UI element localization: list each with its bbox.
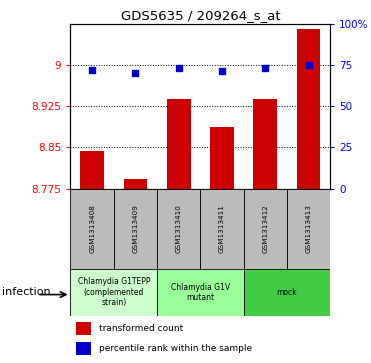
Text: GSM1313410: GSM1313410 (176, 204, 182, 253)
Bar (157, 269, 244, 316)
Bar (70, 189, 114, 269)
Bar (124, 179, 147, 189)
Bar (244, 189, 287, 269)
Text: percentile rank within the sample: percentile rank within the sample (99, 344, 252, 353)
Bar (253, 99, 277, 189)
Bar (76, 322, 91, 335)
Point (262, 65, 268, 71)
Text: Chlamydia G1TEPP
(complemented
strain): Chlamydia G1TEPP (complemented strain) (78, 277, 150, 307)
Text: transformed count: transformed count (99, 325, 183, 333)
Bar (157, 189, 200, 269)
Text: GSM1313409: GSM1313409 (132, 204, 138, 253)
Text: GSM1313408: GSM1313408 (89, 204, 95, 253)
Bar (200, 189, 244, 269)
Bar (287, 189, 330, 269)
Bar (114, 189, 157, 269)
Text: infection: infection (2, 287, 50, 297)
Point (89, 67, 95, 73)
Point (306, 62, 312, 68)
Text: GSM1313411: GSM1313411 (219, 204, 225, 253)
Text: Chlamydia G1V
mutant: Chlamydia G1V mutant (171, 282, 230, 302)
Bar (80, 151, 104, 189)
Title: GDS5635 / 209264_s_at: GDS5635 / 209264_s_at (121, 9, 280, 23)
Bar (244, 269, 330, 316)
Point (219, 69, 225, 74)
Bar (297, 29, 321, 189)
Bar (167, 99, 191, 189)
Bar (76, 342, 91, 355)
Point (176, 65, 182, 71)
Text: GSM1313412: GSM1313412 (262, 204, 268, 253)
Bar (210, 127, 234, 189)
Point (132, 70, 138, 76)
Text: mock: mock (277, 288, 297, 297)
Bar (70, 269, 157, 316)
Text: GSM1313413: GSM1313413 (306, 204, 312, 253)
